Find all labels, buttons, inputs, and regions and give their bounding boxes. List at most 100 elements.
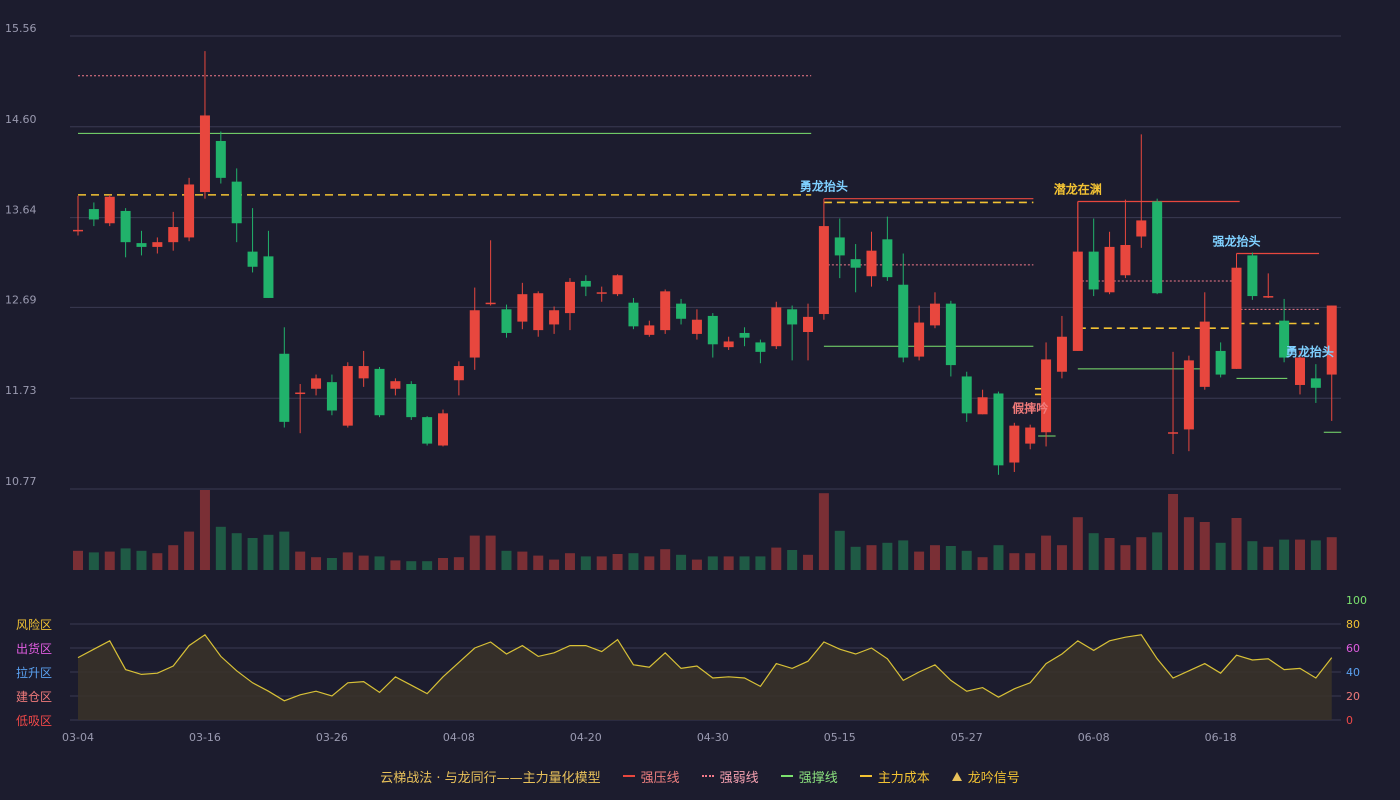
candle-body — [787, 309, 798, 325]
candle-body — [993, 393, 1004, 466]
signal-label: 强龙抬头 — [1213, 234, 1261, 249]
volume-bar — [676, 554, 687, 570]
x-tick-label: 04-20 — [570, 731, 602, 744]
volume-bar — [1168, 494, 1179, 570]
candle-body — [1231, 267, 1242, 369]
price-tick-label: 13.64 — [5, 204, 37, 217]
legend-item-support[interactable]: 强撑线 — [780, 767, 838, 786]
volume-bar — [469, 535, 480, 570]
volume-bar — [438, 558, 449, 570]
candle-body — [1152, 201, 1163, 294]
candle-body — [1056, 336, 1067, 372]
candle-body — [342, 366, 353, 426]
candle-body — [834, 237, 845, 256]
candle-body — [295, 392, 306, 395]
candle-body — [564, 281, 575, 314]
legend-label: 龙吟信号 — [967, 770, 1020, 786]
legend-label: 强撑线 — [798, 770, 838, 786]
volume-bar — [866, 545, 877, 570]
legend-title: 云梯战法 · 与龙同行——主力量化模型 — [380, 770, 601, 786]
volume-bar — [1136, 537, 1147, 570]
volume-bar — [1072, 517, 1083, 570]
candle-body — [723, 341, 734, 348]
x-tick-label: 05-27 — [951, 731, 983, 744]
zone-label: 风险区 — [16, 617, 52, 632]
volume-bar — [850, 546, 861, 570]
volume-bar — [311, 557, 322, 570]
volume-bar — [358, 555, 369, 570]
x-tick-label: 04-30 — [697, 731, 729, 744]
volume-bar — [1231, 518, 1242, 570]
price-tick-label: 15.56 — [5, 22, 37, 35]
legend-swatch — [859, 775, 872, 777]
zone-label: 出货区 — [16, 641, 52, 656]
volume-bar — [549, 559, 560, 570]
volume-bar — [152, 553, 163, 570]
candle-body — [390, 381, 401, 389]
volume-bar — [898, 540, 909, 570]
x-tick-label: 04-08 — [443, 731, 475, 744]
candle-body — [326, 382, 337, 411]
candle-body — [1104, 246, 1115, 293]
volume-bar — [1279, 539, 1290, 570]
candle-body — [644, 325, 655, 335]
candle-body — [755, 342, 766, 352]
candle-body — [1168, 432, 1179, 434]
volume-bar — [977, 557, 988, 570]
candle-body — [882, 239, 893, 278]
candle-body — [1310, 378, 1321, 388]
candle-body — [549, 310, 560, 325]
volume-bar — [406, 561, 417, 570]
indicator-area — [78, 634, 1332, 720]
volume-bar — [961, 550, 972, 570]
legend-item-signal[interactable]: 龙吟信号 — [951, 767, 1020, 786]
legend-item-main-cost[interactable]: 主力成本 — [859, 767, 930, 786]
candle-body — [517, 294, 528, 322]
legend-item-strong-pressure[interactable]: 强压线 — [622, 767, 680, 786]
candle-body — [739, 332, 750, 338]
candle-body — [1041, 359, 1052, 433]
volume-bar — [453, 557, 464, 570]
candle-body — [803, 316, 814, 333]
candle-body — [136, 243, 147, 247]
candle-body — [818, 226, 829, 315]
volume-bar — [168, 545, 179, 570]
candle-body — [1025, 427, 1036, 444]
candle-body — [422, 417, 433, 444]
candle-body — [406, 384, 417, 418]
volume-bar — [1263, 546, 1274, 570]
candle-body — [358, 366, 369, 379]
legend-item-strong-weak[interactable]: 强弱线 — [701, 767, 759, 786]
volume-bar — [1183, 517, 1194, 570]
candle-body — [850, 259, 861, 268]
volume-bar — [803, 554, 814, 570]
candle-body — [152, 242, 163, 247]
candle-body — [628, 302, 639, 327]
volume-bar — [199, 490, 210, 570]
volume-bar — [263, 534, 274, 570]
x-tick-label: 03-26 — [316, 731, 348, 744]
volume-bar — [993, 545, 1004, 570]
candle-body — [596, 292, 607, 294]
indicator-tick-label: 60 — [1346, 642, 1360, 655]
candle-body — [612, 275, 623, 295]
indicator-tick-label: 20 — [1346, 690, 1360, 703]
candle-body — [199, 115, 210, 193]
volume-bar — [660, 549, 671, 570]
candle-body — [501, 309, 512, 333]
volume-bar — [231, 533, 242, 570]
signal-label: 勇龙抬头 — [1286, 344, 1334, 359]
volume-bar — [88, 552, 99, 570]
volume-bar — [771, 547, 782, 570]
volume-bar — [1152, 532, 1163, 570]
volume-bar — [929, 545, 940, 570]
legend-label: 强弱线 — [719, 770, 759, 786]
volume-bar — [834, 530, 845, 570]
price-tick-label: 14.60 — [5, 113, 37, 126]
volume-bar — [596, 556, 607, 570]
volume-bar — [422, 561, 433, 570]
volume-bar — [628, 553, 639, 570]
volume-bar — [295, 551, 306, 570]
candle-body — [929, 303, 940, 326]
